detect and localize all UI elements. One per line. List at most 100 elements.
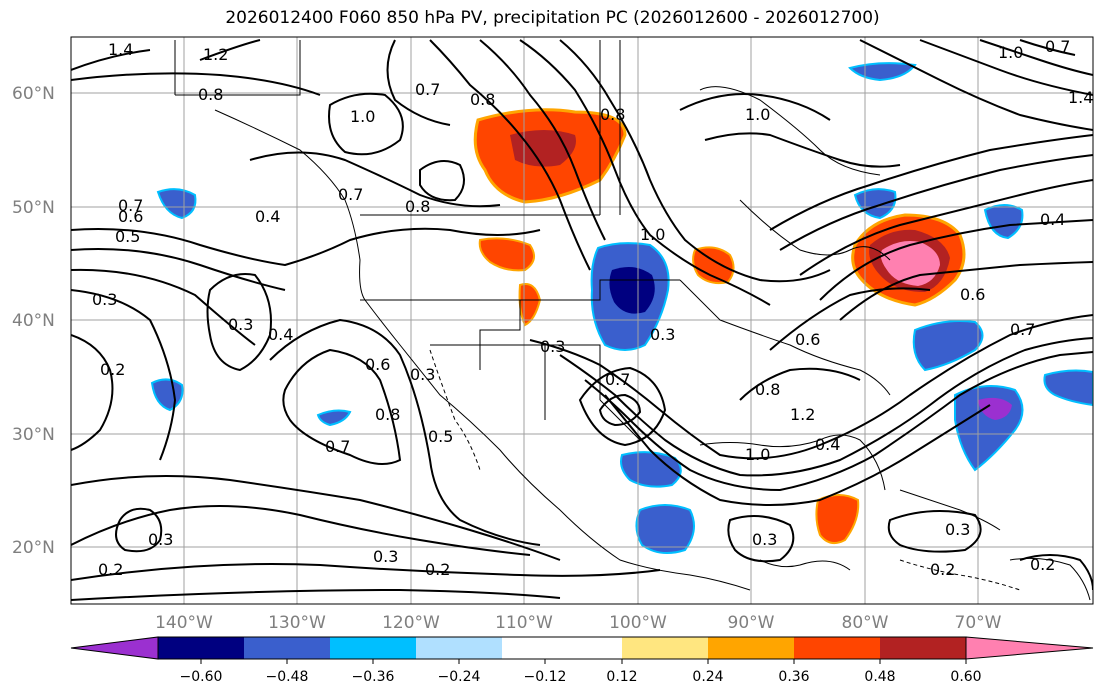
lat-label: 50°N bbox=[12, 198, 55, 218]
contour-label: 1.0 bbox=[640, 225, 665, 244]
colorbar-tick-label: 0.24 bbox=[692, 669, 723, 685]
contour-label: 1.0 bbox=[745, 105, 770, 124]
lon-label: 130°W bbox=[268, 613, 326, 633]
lon-label: 100°W bbox=[609, 613, 667, 633]
contour-label: 0.6 bbox=[118, 207, 143, 226]
contour-label: 0.6 bbox=[960, 285, 985, 304]
contour-label: 0.8 bbox=[405, 197, 430, 216]
contour-label: 0.7 bbox=[118, 196, 143, 215]
contour-label: 0.3 bbox=[540, 337, 565, 356]
colorbar-extend-left bbox=[70, 636, 159, 660]
colorbar-segment bbox=[330, 637, 416, 659]
contour-label: 0.4 bbox=[815, 435, 840, 454]
colorbar-segment bbox=[244, 637, 330, 659]
colorbar-segment bbox=[880, 637, 966, 659]
contour-label: 1.2 bbox=[203, 45, 228, 64]
colorbar: −0.60 −0.48 −0.36 −0.24 −0.12 0.12 0.24 … bbox=[70, 636, 1094, 685]
colorbar-segment bbox=[622, 637, 708, 659]
contour-label: 0.2 bbox=[425, 560, 450, 579]
precip-positive-rockies bbox=[478, 237, 535, 272]
precip-negative-pacific-3 bbox=[316, 409, 352, 427]
contour-label: 0.7 bbox=[338, 185, 363, 204]
contour-label: 0.3 bbox=[945, 520, 970, 539]
contour-label: 0.2 bbox=[100, 360, 125, 379]
contour-label: 0.7 bbox=[1010, 320, 1035, 339]
precip-shading bbox=[150, 62, 1093, 555]
lat-label: 20°N bbox=[12, 538, 55, 558]
contour-label: 0.7 bbox=[1045, 37, 1070, 56]
contour-label: 0.6 bbox=[365, 355, 390, 374]
lon-label: 140°W bbox=[155, 613, 213, 633]
contour-label: 0.3 bbox=[92, 290, 117, 309]
latitude-labels: 60°N 50°N 40°N 30°N 20°N bbox=[12, 84, 55, 558]
colorbar-segment bbox=[794, 637, 880, 659]
contour-label: 0.7 bbox=[605, 370, 630, 389]
colorbar-tick-label: 0.36 bbox=[778, 669, 809, 685]
contour-label: 1.4 bbox=[1068, 88, 1093, 107]
contour-label: 1.4 bbox=[108, 40, 133, 59]
contour-label: 0.8 bbox=[755, 380, 780, 399]
lon-label: 110°W bbox=[495, 613, 553, 633]
colorbar-tick-label: −0.60 bbox=[180, 669, 223, 685]
colorbar-segment bbox=[416, 637, 502, 659]
contour-label: 0.2 bbox=[98, 560, 123, 579]
contour-label: 0.2 bbox=[1030, 555, 1055, 574]
contour-label: 0.3 bbox=[752, 530, 777, 549]
lon-label: 120°W bbox=[382, 613, 440, 633]
colorbar-ticks bbox=[200, 659, 967, 664]
contour-label: 0.3 bbox=[373, 547, 398, 566]
lat-label: 30°N bbox=[12, 425, 55, 445]
lat-label: 60°N bbox=[12, 84, 55, 104]
colorbar-tick-label: −0.12 bbox=[524, 669, 567, 685]
colorbar-segment bbox=[708, 637, 794, 659]
contour-label: 0.6 bbox=[795, 330, 820, 349]
dashed-contours bbox=[429, 349, 1021, 591]
contour-label: 1.0 bbox=[745, 445, 770, 464]
precip-negative-eastcoast bbox=[912, 320, 984, 372]
colorbar-tick-label: −0.36 bbox=[352, 669, 395, 685]
lat-label: 40°N bbox=[12, 311, 55, 331]
colorbar-tick-labels: −0.60 −0.48 −0.36 −0.24 −0.12 0.12 0.24 … bbox=[180, 669, 982, 685]
contour-label: 0.7 bbox=[415, 80, 440, 99]
precip-negative-pacific-1 bbox=[156, 188, 197, 220]
precip-negative-hudson bbox=[848, 62, 917, 82]
map-title: 2026012400 F060 850 hPa PV, precipitatio… bbox=[225, 8, 880, 28]
precip-negative-atlantic-core bbox=[978, 397, 1012, 420]
contour-label: 0.7 bbox=[325, 437, 350, 456]
contour-label: 0.8 bbox=[600, 105, 625, 124]
contour-label: 0.3 bbox=[650, 325, 675, 344]
contour-label: 0.8 bbox=[470, 90, 495, 109]
contour-label: 0.3 bbox=[228, 315, 253, 334]
colorbar-tick-label: 0.48 bbox=[864, 669, 895, 685]
precip-positive-caribbean bbox=[815, 494, 860, 545]
precip-negative-plains-core bbox=[609, 266, 655, 314]
pv-contours bbox=[71, 39, 1093, 601]
lon-label: 80°W bbox=[842, 613, 889, 633]
contour-labels: 1.4 1.2 1.0 0.8 0.7 0.6 0.5 0.4 0.3 0.2 … bbox=[92, 37, 1093, 579]
precip-positive-canada-core bbox=[510, 130, 576, 167]
contour-label: 0.3 bbox=[410, 365, 435, 384]
colorbar-segment bbox=[158, 637, 244, 659]
contour-label: 0.8 bbox=[198, 85, 223, 104]
lon-label: 70°W bbox=[955, 613, 1002, 633]
colorbar-tick-label: −0.24 bbox=[438, 669, 481, 685]
precip-negative-gulf bbox=[620, 451, 682, 488]
colorbar-tick-label: 0.60 bbox=[950, 669, 981, 685]
contour-label: 1.2 bbox=[790, 405, 815, 424]
gridlines bbox=[71, 37, 1093, 604]
lon-label: 90°W bbox=[728, 613, 775, 633]
colorbar-tick-label: −0.48 bbox=[266, 669, 309, 685]
longitude-labels: 140°W 130°W 120°W 110°W 100°W 90°W 80°W … bbox=[155, 613, 1002, 633]
contour-label: 0.4 bbox=[268, 325, 293, 344]
coastlines bbox=[174, 40, 1091, 601]
contour-label: 0.3 bbox=[148, 530, 173, 549]
contour-label: 0.5 bbox=[428, 427, 453, 446]
contour-label: 1.0 bbox=[350, 107, 375, 126]
contour-label: 0.4 bbox=[255, 207, 280, 226]
precip-negative-mexico bbox=[635, 504, 695, 555]
colorbar-tick-label: 0.12 bbox=[606, 669, 637, 685]
colorbar-extend-right bbox=[965, 636, 1094, 660]
contour-label: 0.8 bbox=[375, 405, 400, 424]
contour-label: 0.4 bbox=[1040, 210, 1065, 229]
